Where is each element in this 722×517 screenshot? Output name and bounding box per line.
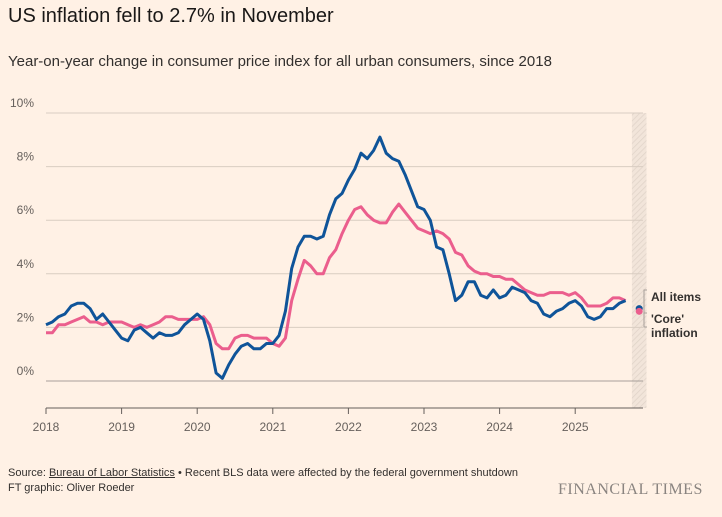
y-tick-label: 10% — [10, 96, 34, 110]
footer: Source: Bureau of Labor Statistics • Rec… — [8, 466, 528, 496]
x-tick-label: 2022 — [335, 420, 362, 434]
y-tick-label: 0% — [17, 364, 35, 378]
credit: FT graphic: Oliver Roeder — [8, 482, 135, 494]
series-line-core — [46, 202, 627, 351]
x-tick-label: 2019 — [108, 420, 135, 434]
x-tick-label: 2021 — [259, 420, 286, 434]
legend-core-line2: inflation — [651, 326, 698, 340]
x-tick-label: 2023 — [411, 420, 438, 434]
latest-point-core — [635, 307, 643, 315]
source-note: • Recent BLS data were affected by the f… — [174, 467, 518, 479]
y-tick-label: 6% — [17, 203, 35, 217]
chart-subtitle: Year-on-year change in consumer price in… — [8, 53, 552, 70]
y-tick-label: 2% — [17, 310, 35, 324]
source-label: Source: — [8, 467, 49, 479]
x-tick-label: 2024 — [486, 420, 513, 434]
y-tick-label: 4% — [17, 257, 35, 271]
y-tick-label: 8% — [17, 150, 35, 164]
x-tick-label: 2020 — [184, 420, 211, 434]
source-link[interactable]: Bureau of Labor Statistics — [48, 467, 175, 479]
ft-logo: FINANCIAL TIMES — [558, 481, 703, 498]
shutdown-shaded-area — [631, 113, 647, 408]
legend-all-items: All items — [651, 290, 701, 304]
x-tick-label: 2025 — [562, 420, 589, 434]
legend-core: 'Core' — [651, 312, 684, 326]
x-tick-label: 2018 — [33, 420, 60, 434]
legend-bracket — [643, 289, 647, 328]
series-line-all-items — [45, 135, 627, 380]
chart-title: US inflation fell to 2.7% in November — [8, 5, 334, 27]
